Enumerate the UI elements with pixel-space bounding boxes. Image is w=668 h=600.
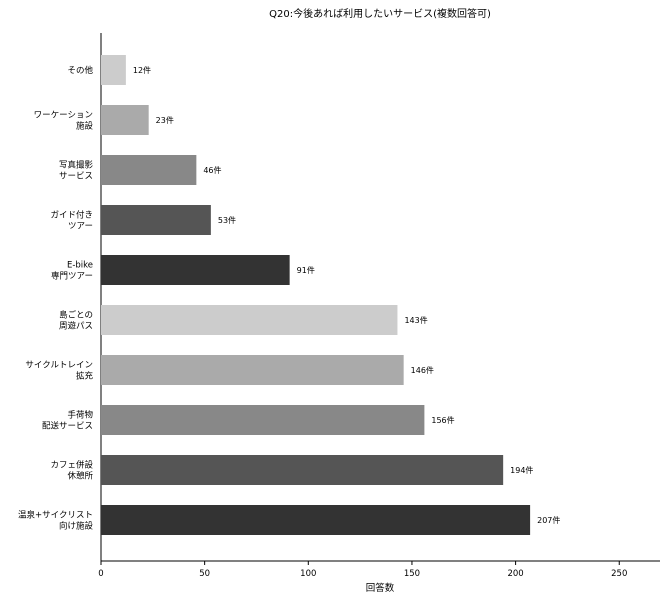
data-label: 146件: [411, 365, 434, 375]
data-label: 143件: [404, 315, 427, 325]
data-label: 23件: [156, 115, 174, 125]
category-label: ワーケーション: [34, 111, 93, 121]
category-label: サービス: [59, 172, 93, 182]
category-label: 島ごとの: [59, 310, 93, 321]
data-label: 156件: [431, 415, 454, 425]
bar: [101, 255, 290, 285]
bar: [101, 455, 504, 485]
bar: [101, 105, 149, 135]
data-label: 12件: [133, 65, 151, 75]
x-axis-label: 回答数: [366, 582, 395, 594]
bar: [101, 155, 197, 185]
category-label: 周遊パス: [59, 321, 93, 332]
data-label: 91件: [297, 265, 315, 275]
category-label: 向け施設: [59, 521, 94, 532]
category-label: その他: [67, 65, 93, 76]
x-tick-label: 50: [199, 569, 210, 579]
x-tick-label: 150: [404, 569, 420, 579]
category-label: サイクルトレイン: [25, 361, 93, 371]
bar: [101, 355, 404, 385]
category-label: ツアー: [68, 222, 93, 232]
data-label: 46件: [203, 165, 221, 175]
category-label: 温泉+サイクリスト: [18, 510, 93, 521]
bar: [101, 205, 211, 235]
bar: [101, 505, 531, 535]
category-label: 拡充: [76, 371, 94, 382]
category-label: カフェ併設: [50, 460, 93, 471]
category-label: 専門ツアー: [51, 271, 93, 282]
category-label: 写真撮影: [59, 160, 94, 171]
data-label: 194件: [510, 465, 533, 475]
bar: [101, 405, 425, 435]
x-tick-label: 0: [98, 569, 103, 579]
bar: [101, 55, 126, 85]
category-label: E-bike: [67, 261, 93, 271]
category-label: 休憩所: [67, 471, 93, 482]
category-label: 配送サービス: [42, 421, 93, 432]
bar: [101, 305, 398, 335]
data-label: 207件: [537, 515, 560, 525]
data-label: 53件: [218, 215, 236, 225]
chart-title: Q20:今後あれば利用したいサービス(複数回答可): [269, 7, 491, 20]
category-label: 施設: [76, 121, 94, 132]
category-label: ガイド付き: [50, 210, 93, 221]
category-label: 手荷物: [67, 410, 93, 421]
x-tick-label: 250: [611, 569, 627, 579]
x-tick-label: 100: [300, 569, 316, 579]
x-tick-label: 200: [507, 569, 523, 579]
